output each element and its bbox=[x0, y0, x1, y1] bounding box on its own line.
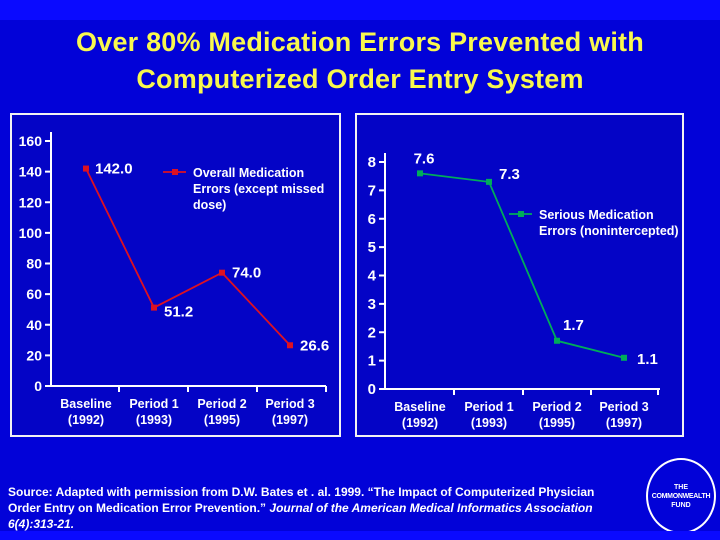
legend-marker bbox=[172, 169, 178, 175]
x-category-label: Period 1 bbox=[129, 397, 178, 411]
source-line-1: Source: Adapted with permission from D.W… bbox=[8, 485, 595, 499]
y-tick-label: 80 bbox=[26, 256, 42, 272]
y-tick-label: 0 bbox=[34, 378, 42, 394]
overall-errors-line-chart: 0 20 40 60 80 100 120 140 160 Baseline (1992) Perio… bbox=[19, 132, 329, 427]
data-point-marker bbox=[486, 178, 492, 185]
y-tick-label: 0 bbox=[368, 381, 376, 398]
x-category-label: Baseline bbox=[394, 400, 445, 414]
x-category-year: (1997) bbox=[272, 413, 308, 427]
series-line bbox=[85, 168, 291, 346]
slide-title: Over 80% Medication Errors Prevented wit… bbox=[0, 24, 720, 98]
legend-label: dose) bbox=[193, 198, 226, 212]
y-tick-label: 5 bbox=[368, 239, 376, 256]
x-category-year: (1995) bbox=[539, 416, 575, 430]
data-point-marker bbox=[151, 304, 157, 311]
left-chart-panel: 0 20 40 60 80 100 120 140 160 Baseline (1992) Perio… bbox=[10, 113, 341, 437]
data-point-marker bbox=[621, 354, 627, 361]
x-category-label: Baseline bbox=[60, 397, 111, 411]
data-point-marker bbox=[287, 342, 293, 349]
data-point-label: 7.6 bbox=[414, 150, 435, 167]
legend-marker bbox=[518, 211, 524, 217]
data-point-marker bbox=[219, 269, 225, 276]
data-point-label: 142.0 bbox=[95, 161, 133, 178]
x-category-year: (1993) bbox=[471, 416, 507, 430]
top-edge-strip bbox=[0, 0, 720, 20]
y-tick-label: 3 bbox=[368, 296, 376, 313]
series-line bbox=[419, 172, 625, 359]
legend-label: Overall Medication bbox=[193, 166, 304, 180]
logo-line-3: FUND bbox=[671, 501, 691, 509]
data-point-marker bbox=[554, 337, 560, 344]
x-category-label: Period 2 bbox=[532, 400, 581, 414]
source-citation: Source: Adapted with permission from D.W… bbox=[8, 484, 644, 532]
source-line-2: Order Entry on Medication Error Preventi… bbox=[8, 501, 270, 515]
y-tick-label: 20 bbox=[26, 347, 42, 363]
x-category-year: (1992) bbox=[402, 416, 438, 430]
source-journal-name: Journal of the American Medical Informat… bbox=[269, 501, 593, 515]
y-tick-label: 1 bbox=[368, 353, 376, 370]
x-category-year: (1993) bbox=[136, 413, 172, 427]
title-line-2: Computerized Order Entry System bbox=[136, 64, 584, 94]
logo-line-2: COMMONWEALTH bbox=[651, 492, 711, 500]
data-point-label: 7.3 bbox=[499, 166, 520, 183]
y-tick-label: 6 bbox=[368, 211, 376, 228]
y-tick-label: 140 bbox=[19, 164, 43, 180]
y-tick-label: 120 bbox=[19, 194, 43, 210]
logo-line-1: THE bbox=[674, 483, 688, 491]
x-category-label: Period 2 bbox=[197, 397, 246, 411]
data-point-label: 51.2 bbox=[164, 304, 193, 321]
y-tick-label: 60 bbox=[26, 286, 42, 302]
axes bbox=[384, 153, 660, 390]
x-category-year: (1992) bbox=[68, 413, 104, 427]
y-tick-label: 160 bbox=[19, 133, 43, 149]
legend-label: Errors (nonintercepted) bbox=[539, 224, 679, 238]
y-tick-label: 100 bbox=[19, 225, 43, 241]
serious-errors-line-chart: 0 1 2 3 4 5 6 7 8 Baseline (1992) Period 1 (1993) Per… bbox=[368, 150, 679, 430]
data-point-label: 1.1 bbox=[637, 351, 658, 368]
right-chart-panel: 0 1 2 3 4 5 6 7 8 Baseline (1992) Period 1 (1993) Per… bbox=[355, 113, 684, 437]
x-category-label: Period 3 bbox=[599, 400, 648, 414]
y-tick-label: 4 bbox=[368, 268, 377, 285]
legend-label: Serious Medication bbox=[539, 208, 654, 222]
data-point-label: 26.6 bbox=[300, 337, 329, 354]
legend-label: Errors (except missed bbox=[193, 182, 324, 196]
y-tick-label: 8 bbox=[368, 154, 376, 171]
y-tick-label: 2 bbox=[368, 324, 376, 341]
data-point-marker bbox=[417, 170, 423, 177]
bottom-edge-strip bbox=[0, 531, 720, 540]
commonwealth-fund-logo: THE COMMONWEALTH FUND bbox=[646, 458, 716, 534]
source-issue-pages: 6(4):313-21. bbox=[8, 517, 75, 531]
x-category-label: Period 3 bbox=[265, 397, 314, 411]
data-point-label: 1.7 bbox=[563, 317, 584, 334]
data-point-label: 74.0 bbox=[232, 265, 261, 282]
x-category-label: Period 1 bbox=[464, 400, 513, 414]
y-tick-label: 7 bbox=[368, 182, 376, 199]
title-line-1: Over 80% Medication Errors Prevented wit… bbox=[76, 27, 644, 57]
x-category-year: (1995) bbox=[204, 413, 240, 427]
x-category-year: (1997) bbox=[606, 416, 642, 430]
data-point-marker bbox=[83, 165, 89, 172]
y-tick-label: 40 bbox=[26, 317, 42, 333]
